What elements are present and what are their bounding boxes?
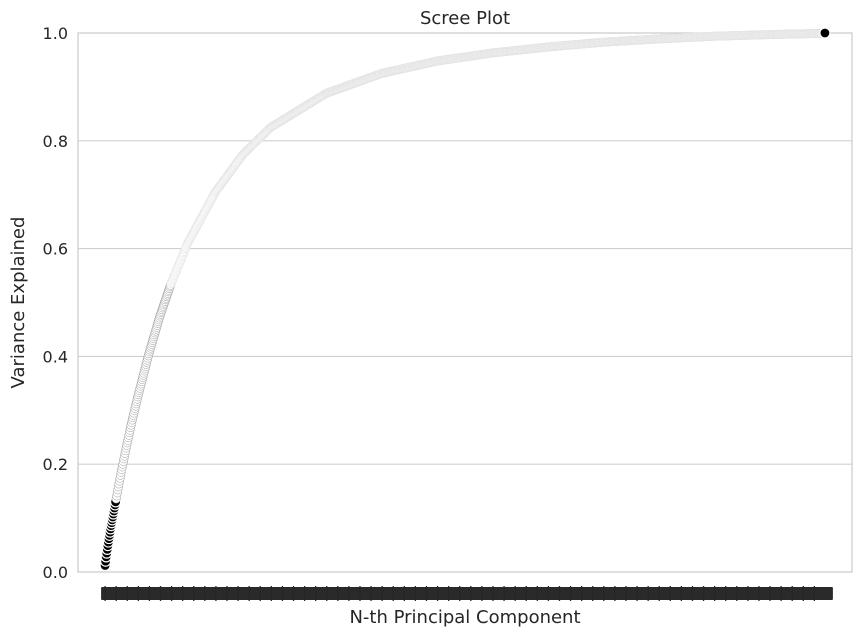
data-point — [819, 27, 831, 39]
chart-title: Scree Plot — [420, 8, 510, 29]
x-tick-label-band — [101, 587, 833, 600]
plot-frame — [77, 32, 853, 573]
y-tick-label: 0.6 — [43, 240, 68, 259]
data-points — [99, 27, 831, 572]
y-tick-label: 0.2 — [43, 455, 68, 474]
y-tick-label: 0.0 — [43, 563, 68, 582]
y-tick-labels: 0.0 0.2 0.4 0.6 0.8 1.0 — [43, 24, 68, 582]
x-tick-labels — [101, 586, 833, 601]
y-axis-label: Variance Explained — [8, 217, 29, 389]
y-tick-label: 0.8 — [43, 132, 68, 151]
y-tick-label: 1.0 — [43, 24, 68, 43]
x-axis-label: N-th Principal Component — [349, 607, 580, 628]
y-tick-label: 0.4 — [43, 347, 68, 366]
